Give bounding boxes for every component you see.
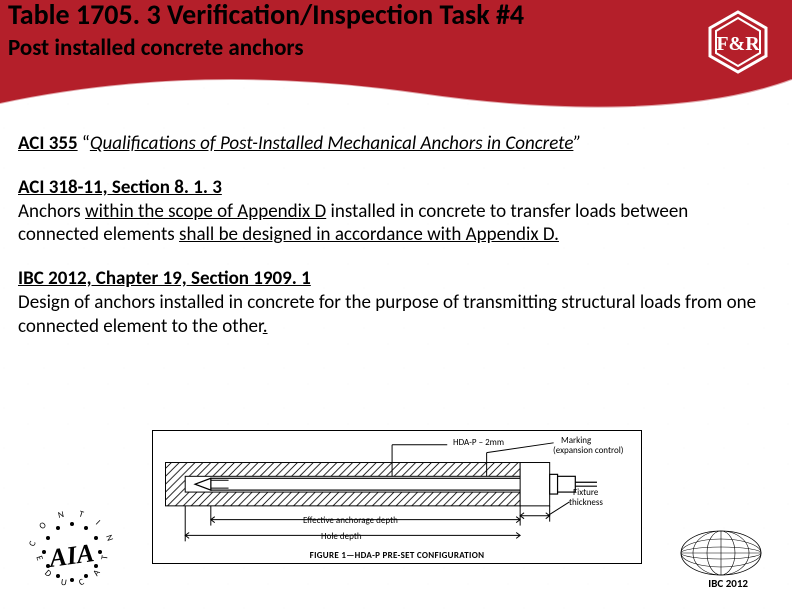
aia-seal-icon: C O N T I N U I N G E D U C A T I O N AI… — [24, 504, 120, 590]
fig-label-thickness: thickness — [569, 497, 603, 508]
fig-label-hda: HDA-P – 2mm — [453, 437, 504, 448]
anchor-figure: HDA-P – 2mm Marking (expansion control) … — [152, 430, 642, 564]
figure-caption: FIGURE 1—HDA-P PRE-SET CONFIGURATION — [153, 550, 641, 561]
fig-label-eff: Effective anchorage depth — [303, 515, 398, 526]
globe-icon — [678, 528, 764, 578]
page-title: Table 1705. 3 Verification/Inspection Ta… — [8, 0, 524, 31]
ibc-block: IBC 2012, Chapter 19, Section 1909. 1 De… — [18, 267, 770, 338]
brand-logo-icon: F&R — [706, 10, 770, 74]
ibc-footer-label: IBC 2012 — [708, 577, 748, 590]
aci-318-block: ACI 318-11, Section 8. 1. 3 Anchors with… — [18, 176, 770, 247]
aci-318-text: Anchors within the scope of Appendix D i… — [18, 200, 770, 248]
fig-label-hole: Hole depth — [321, 531, 362, 542]
ibc-text-wrap: Design of anchors installed in concrete … — [18, 291, 770, 339]
header-wave — [0, 70, 792, 118]
aci-355-row: ACI 355 “Qualifications of Post-Installe… — [18, 132, 770, 156]
aci-318-pre: Anchors — [18, 200, 85, 223]
aci-355-title: Qualifications of Post-Installed Mechani… — [90, 132, 574, 155]
aci-355-code: ACI 355 — [18, 132, 78, 155]
fig-label-marking2: (expansion control) — [553, 445, 624, 456]
header: Table 1705. 3 Verification/Inspection Ta… — [0, 0, 792, 108]
aci-318-u2: shall be designed in accordance with App… — [179, 223, 559, 246]
ibc-text: Design of anchors installed in concrete … — [18, 291, 756, 338]
aci-318-u1: within the scope of Appendix D — [85, 200, 326, 223]
quote-open: “ — [78, 132, 90, 155]
aci-318-heading: ACI 318-11, Section 8. 1. 3 — [18, 176, 770, 200]
page-subtitle: Post installed concrete anchors — [8, 34, 304, 62]
content: ACI 355 “Qualifications of Post-Installe… — [18, 132, 770, 358]
brand-logo-text: F&R — [716, 33, 760, 55]
ibc-heading: IBC 2012, Chapter 19, Section 1909. 1 — [18, 267, 770, 291]
ibc-period: . — [263, 315, 268, 338]
aia-mark: AIA — [45, 538, 95, 573]
quote-close: ” — [573, 132, 581, 155]
